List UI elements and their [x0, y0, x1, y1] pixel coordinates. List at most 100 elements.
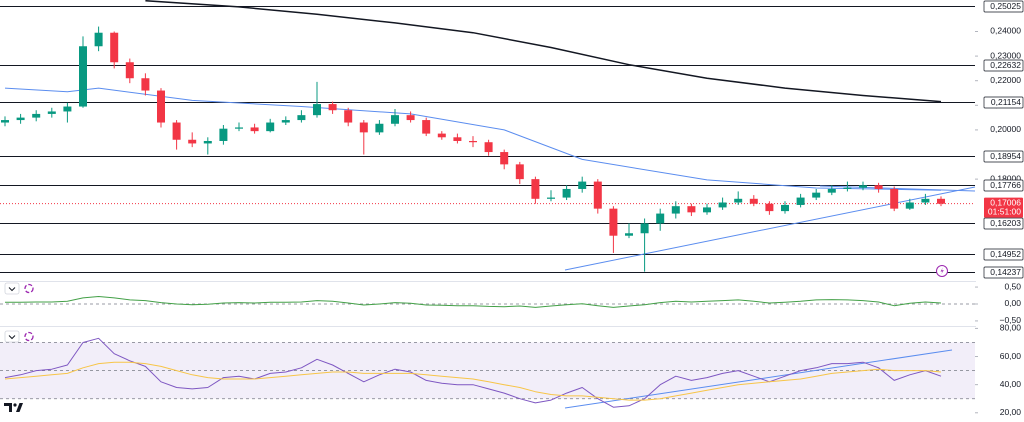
level-label-box — [983, 248, 1024, 261]
candle-body — [344, 110, 353, 123]
candle-body — [203, 140, 212, 144]
candle-body — [921, 198, 930, 203]
candle-body — [609, 208, 618, 236]
candle-body — [843, 187, 852, 189]
candle-body — [1, 120, 9, 123]
level-label: 0,18954 — [990, 151, 1021, 161]
level-label-box — [983, 96, 1024, 109]
level-label-box — [983, 266, 1024, 279]
level-label-box — [983, 217, 1024, 230]
candle-body — [47, 111, 56, 114]
indicator-icon[interactable] — [24, 331, 34, 342]
level-label: 0,21154 — [991, 97, 1021, 107]
indicator-line — [5, 296, 942, 308]
candle-body — [671, 206, 680, 214]
candle-body — [484, 142, 493, 153]
level-label-box — [983, 150, 1024, 163]
candle-body — [765, 203, 774, 212]
trendline — [564, 186, 976, 271]
candle-body — [328, 104, 337, 111]
indicator-line — [4, 361, 942, 401]
indicator-line — [4, 337, 942, 408]
candle-body — [625, 233, 633, 236]
candle-body — [781, 204, 789, 212]
candle-body — [703, 207, 711, 213]
trendline — [564, 349, 953, 409]
marks-layer — [1, 26, 945, 408]
level-label: 0,17766 — [990, 180, 1021, 190]
candle-body — [562, 188, 571, 198]
candle-body — [890, 188, 899, 209]
candle-body — [313, 104, 321, 116]
candle-body — [687, 206, 696, 213]
candle-body — [297, 115, 306, 121]
candle-body — [281, 120, 290, 123]
level-label: 0,25025 — [990, 1, 1021, 11]
candle-body — [718, 202, 727, 208]
candle-body — [578, 181, 587, 189]
candle-body — [125, 62, 134, 79]
indicator-icon[interactable] — [24, 283, 34, 294]
y-tick-label: 40,00 — [1000, 379, 1022, 389]
candle-body — [406, 115, 415, 121]
candle-body — [469, 140, 477, 143]
candle-body — [110, 32, 119, 63]
candle-body — [749, 198, 758, 204]
level-label: 0,16203 — [990, 218, 1021, 228]
y-tick-label: 0,50 — [1004, 281, 1021, 291]
trendline — [819, 185, 976, 192]
last-price-label: 0,17006 — [990, 197, 1021, 207]
candle-body — [656, 213, 665, 224]
candle-body — [157, 90, 165, 123]
candle-body — [437, 133, 446, 138]
pane-collapse-button[interactable] — [4, 282, 20, 295]
level-label-box — [983, 0, 1024, 13]
candle-body — [500, 152, 509, 165]
candle-body — [172, 122, 181, 140]
candle-body — [16, 117, 25, 121]
candle-body — [796, 197, 805, 205]
candle-body — [531, 179, 540, 199]
y-tick-label: 0,24000 — [990, 26, 1021, 36]
y-tick-label: 0,22000 — [990, 75, 1021, 85]
level-label-box — [983, 179, 1024, 192]
y-tick-label: 20,00 — [1000, 407, 1022, 417]
candle-body — [391, 115, 399, 124]
candle-body — [547, 197, 555, 199]
countdown-label: 01:51:00 — [988, 206, 1021, 216]
candle-body — [250, 127, 259, 132]
candle-body — [79, 46, 87, 107]
moving-average — [145, 0, 942, 103]
candle-body — [266, 122, 275, 132]
candle-body — [235, 127, 243, 129]
logo[interactable] — [4, 403, 23, 412]
y-tick-label: 0,23000 — [990, 50, 1021, 60]
candle-body — [812, 192, 821, 198]
level-label: 0,14952 — [990, 249, 1021, 259]
level-label-box — [983, 59, 1024, 72]
y-tick-label: −0,50 — [999, 315, 1021, 325]
candle-body — [422, 120, 431, 134]
candle-body — [734, 198, 743, 203]
candle-body — [32, 113, 41, 118]
alert-icon[interactable] — [936, 265, 948, 277]
candle-body — [827, 188, 836, 193]
y-tick-label: 60,00 — [1000, 351, 1022, 361]
pane-collapse-button[interactable] — [4, 330, 20, 343]
candle-body — [63, 106, 72, 112]
y-tick-label: 0,18000 — [990, 173, 1021, 183]
candle-body — [937, 198, 945, 204]
candle-body — [859, 185, 867, 188]
y-tick-label: 80,00 — [1000, 323, 1022, 333]
candle-body — [453, 137, 462, 141]
candle-body — [905, 202, 914, 209]
candle-body — [188, 139, 197, 144]
candle-body — [94, 32, 103, 47]
candle-body — [874, 185, 883, 189]
candle-body — [219, 128, 228, 141]
candle-body — [640, 223, 649, 234]
candle-body — [375, 123, 384, 133]
